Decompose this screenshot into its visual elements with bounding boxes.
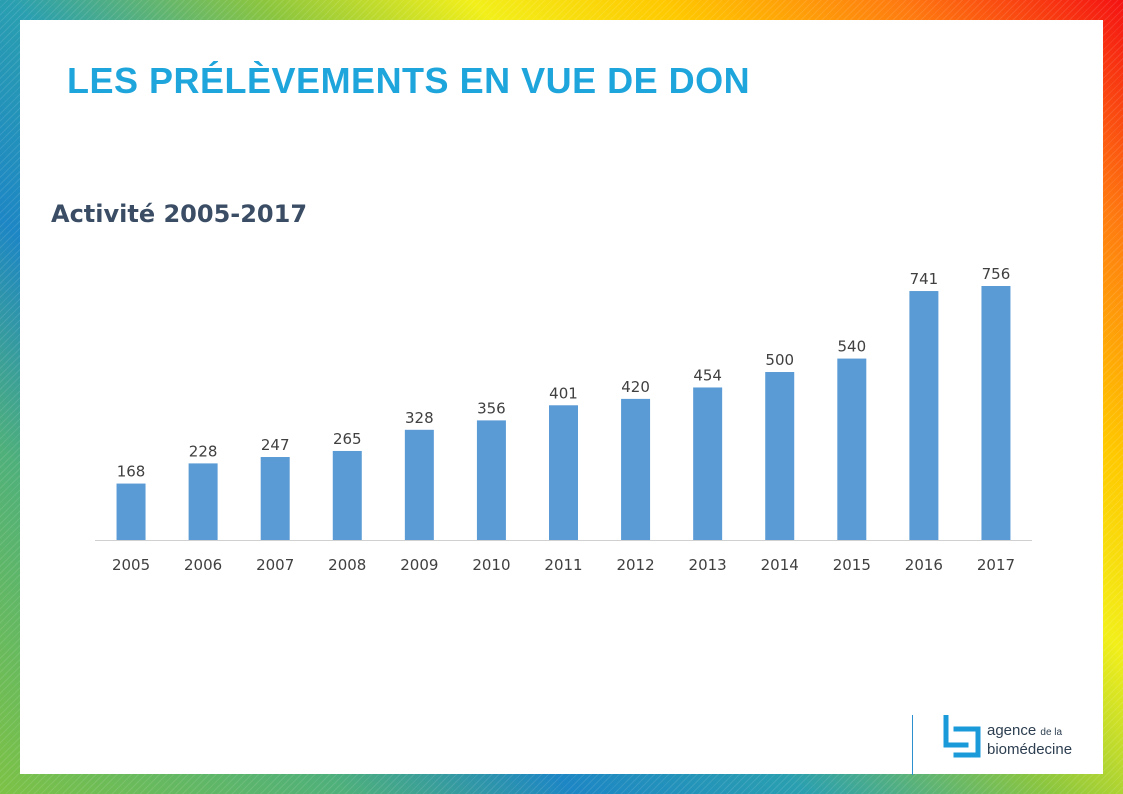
bar-2007 [260, 457, 290, 540]
bar-2014 [765, 372, 795, 540]
bar-value-label: 356 [477, 399, 506, 417]
bar-2016 [909, 291, 939, 540]
bar-value-label: 756 [982, 265, 1011, 283]
bar-2010 [476, 420, 506, 540]
x-tick-label: 2009 [400, 556, 438, 574]
bar-value-label: 741 [910, 270, 939, 288]
bar-value-label: 454 [693, 366, 722, 384]
bar-2015 [837, 358, 867, 540]
bar-value-label: 265 [333, 430, 362, 448]
bar-2006 [188, 463, 218, 540]
x-tick-label: 2017 [977, 556, 1015, 574]
labels-group: 168 2005 228 2006 247 2007 265 2008 328 2009 356 20… [112, 265, 1015, 574]
logo-word-de-la: de la [1040, 727, 1063, 738]
bar-2008 [332, 450, 362, 540]
bar-value-label: 247 [261, 436, 290, 454]
logo-divider [912, 715, 913, 775]
bar-value-label: 168 [117, 463, 146, 481]
bars-group [116, 286, 1011, 540]
chart-title: Activité 2005-2017 [51, 200, 308, 228]
x-tick-label: 2015 [833, 556, 871, 574]
slide: LES PRÉLÈVEMENTS EN VUE DE DON Activité … [20, 20, 1103, 775]
agence-biomedecine-logo: agence de la biomédecine [912, 715, 1092, 775]
bar-value-label: 420 [621, 378, 650, 396]
logo-text: agence de la biomédecine [987, 722, 1072, 758]
x-tick-label: 2016 [905, 556, 943, 574]
logo-word-agence: agence [987, 722, 1037, 739]
bar-value-label: 540 [837, 338, 866, 356]
bar-value-label: 500 [765, 351, 794, 369]
x-tick-label: 2007 [256, 556, 294, 574]
bar-2009 [404, 429, 434, 540]
bar-chart: 168 2005 228 2006 247 2007 265 2008 328 2009 356 20… [95, 265, 1032, 574]
bar-2017 [981, 286, 1011, 540]
logo-mark-icon [943, 715, 981, 758]
bar-2011 [549, 405, 578, 540]
logo-word-biomedecine: biomédecine [987, 741, 1073, 758]
x-tick-label: 2006 [184, 556, 222, 574]
bar-value-label: 401 [549, 384, 578, 402]
bar-2013 [693, 387, 723, 540]
bar-value-label: 228 [189, 442, 218, 460]
bar-value-label: 328 [405, 409, 434, 427]
x-tick-label: 2012 [616, 556, 654, 574]
x-tick-label: 2011 [544, 556, 582, 574]
x-tick-label: 2010 [472, 556, 510, 574]
bar-2005 [116, 483, 146, 540]
x-tick-label: 2013 [689, 556, 727, 574]
x-tick-label: 2014 [761, 556, 799, 574]
bar-2012 [621, 398, 651, 540]
x-tick-label: 2008 [328, 556, 366, 574]
x-tick-label: 2005 [112, 556, 150, 574]
slide-title: LES PRÉLÈVEMENTS EN VUE DE DON [67, 60, 751, 101]
